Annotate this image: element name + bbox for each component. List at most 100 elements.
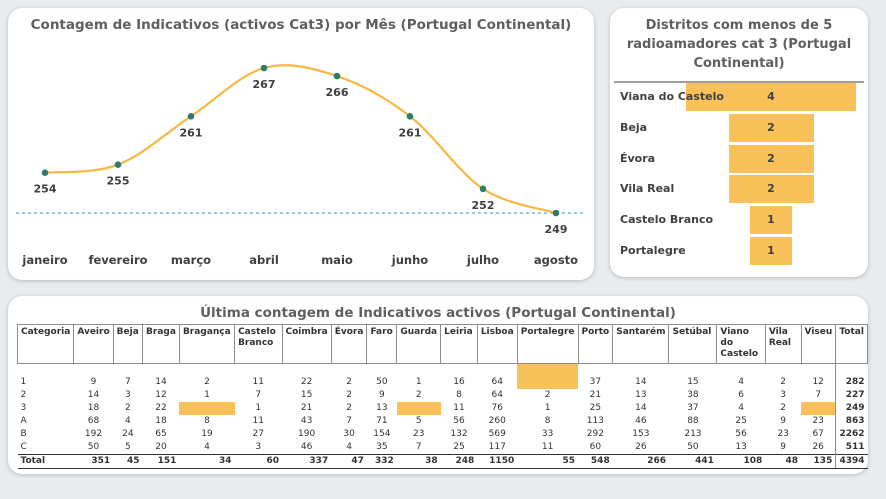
column-header[interactable]: Guarda (396, 324, 442, 364)
table-cell: 14 (635, 377, 647, 387)
line-chart-card: Contagem de Indicativos (activos Cat3) p… (8, 8, 594, 280)
table-cell: B (20, 429, 27, 439)
table-cell: 23 (812, 416, 824, 426)
x-tick-label: abril (249, 253, 279, 267)
column-header[interactable]: Viseu (800, 324, 837, 364)
column-header[interactable]: Setúbal (668, 324, 718, 364)
table-row: C 50 5 20 4 3 46 4 35 7 25 117 11 60 26 50 13 9 26 511 (18, 441, 868, 455)
table-cell: 1 (544, 403, 551, 413)
table-cell (517, 363, 579, 389)
column-header[interactable]: Viano do Castelo (716, 324, 766, 364)
column-header[interactable]: Aveiro (73, 324, 114, 364)
table-cell: 2 (204, 377, 210, 387)
column-header[interactable]: Portalegre (516, 324, 579, 364)
table-cell: 18 (155, 416, 167, 426)
table-cell: 548 (578, 454, 613, 469)
funnel-row: Évora 2 (610, 144, 868, 173)
data-point (260, 64, 268, 72)
column-header[interactable]: Évora (330, 324, 368, 364)
table-cell: 2 (346, 377, 352, 387)
table-cell: 16 (453, 377, 465, 387)
column-header[interactable]: Bragança (178, 324, 236, 364)
column-header[interactable]: Leiria (440, 324, 478, 364)
table-row: 1 9 7 14 2 11 22 2 50 1 16 64 37 14 15 4 2 12 282 (18, 363, 868, 389)
table-cell: 50 (687, 442, 699, 452)
column-header[interactable]: Total (835, 324, 868, 364)
table-cell: 19 (201, 429, 213, 439)
table-cell: 21 (300, 403, 313, 413)
column-header[interactable]: Faro (366, 324, 398, 364)
table-cell: 135 (801, 454, 836, 469)
table-cell: 45 (113, 454, 143, 469)
table-cell: 2 (544, 390, 551, 400)
funnel-separator (614, 81, 864, 83)
funnel-bar (749, 206, 793, 235)
column-header[interactable]: Santarém (612, 324, 670, 364)
table-cell: 292 (586, 429, 604, 439)
table-cell: 569 (488, 429, 506, 439)
data-point (187, 113, 195, 120)
table-cell: 23 (777, 429, 789, 439)
column-header[interactable]: Beja (112, 324, 144, 364)
table-cell: 34 (179, 454, 235, 469)
table-cell: 50 (376, 377, 388, 387)
column-header[interactable]: Coimbra (281, 324, 332, 364)
column-header[interactable]: Lisboa (476, 324, 518, 364)
table-cell: 2 (346, 390, 352, 400)
funnel-row: Beja 2 (610, 113, 868, 142)
table-cell: 337 (282, 454, 332, 469)
table-cell: 26 (812, 442, 824, 452)
table-cell: 192 (84, 429, 103, 439)
table-cell: 260 (488, 416, 506, 426)
table-cell: 7 (415, 442, 422, 452)
table-cell: 38 (687, 390, 699, 400)
table-cell: 25 (453, 442, 465, 452)
data-point (479, 185, 487, 193)
table-cell: 1 (204, 390, 210, 400)
column-header[interactable]: Categoria (16, 324, 75, 364)
funnel-value-label: 4 (767, 90, 775, 103)
table-row: A 68 4 18 8 11 43 7 71 5 56 260 8 113 46 88 25 9 23 863 (18, 415, 868, 428)
table-cell: 43 (300, 416, 313, 426)
column-header[interactable]: Castelo Branco (234, 324, 283, 364)
funnel-value-label: 1 (767, 213, 775, 227)
table-cell: 14 (87, 390, 100, 400)
data-point (333, 72, 341, 80)
data-point (406, 113, 414, 120)
funnel-row: Vila Real 2 (610, 175, 868, 204)
table-cell: 7 (124, 377, 131, 387)
funnel-row: Viana do Castelo 4 (610, 83, 868, 111)
table-cell: 4394 (835, 454, 868, 469)
table-cell: 23 (413, 429, 425, 439)
table-cell: 1150 (477, 454, 518, 469)
table-cell: 8 (544, 416, 551, 426)
column-header[interactable]: Vila Real (764, 324, 802, 364)
table-cell: 15 (687, 377, 699, 387)
table-cell: 64 (491, 377, 503, 387)
table-cell: 46 (300, 442, 313, 452)
table-cell: 266 (612, 454, 669, 469)
table-cell: 60 (589, 442, 602, 452)
table-cell: 117 (488, 442, 506, 452)
table-cell: 27 (252, 429, 264, 439)
funnel-chart-card: Distritos com menos de 5 radioamadores c… (610, 8, 868, 277)
table-cell: 151 (142, 454, 180, 469)
table-cell (179, 402, 235, 415)
table-cell: 11 (252, 377, 264, 387)
table-cell: 55 (517, 454, 579, 469)
table-cell: 511 (835, 441, 868, 455)
column-header[interactable]: Braga (142, 324, 180, 364)
table-cell: 22 (155, 403, 167, 413)
line-chart: 254 janeiro 255 fevereiro 261 março 267 abril 26… (16, 64, 584, 267)
column-header[interactable]: Porto (577, 324, 614, 364)
table-cell: 7 (255, 390, 262, 400)
table-cell: 1 (20, 377, 27, 387)
table-cell: 26 (635, 442, 647, 452)
table-cell: 4 (738, 403, 744, 413)
funnel-chart-title: Distritos com menos de 5 radioamadores c… (626, 18, 852, 71)
table-cell: 21 (589, 390, 602, 400)
table-card: Última contagem de Indicativos activos (… (8, 296, 868, 474)
x-tick-label: agosto (534, 253, 578, 267)
x-tick-label: julho (466, 253, 499, 267)
table-cell: 11 (252, 416, 264, 426)
